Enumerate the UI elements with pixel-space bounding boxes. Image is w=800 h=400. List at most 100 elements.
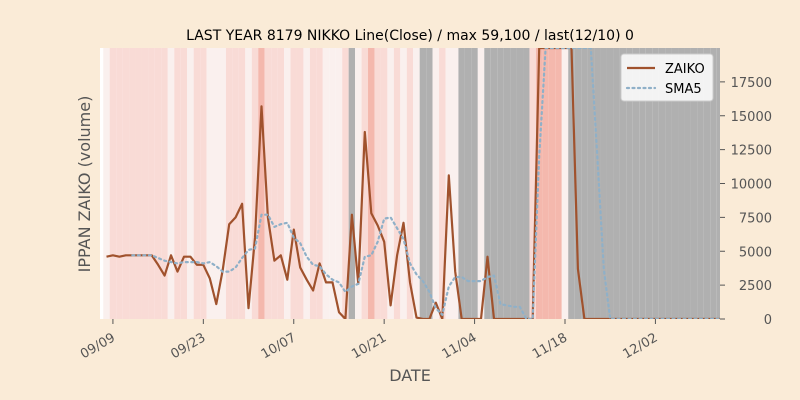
band-gray — [426, 48, 433, 319]
band-pink — [116, 48, 123, 319]
y-tick-label: 5000 — [739, 245, 772, 260]
band-gray — [574, 48, 582, 319]
band-pink — [271, 48, 278, 319]
band-pink — [342, 48, 349, 319]
band-light — [219, 48, 226, 319]
band-pink — [122, 48, 130, 319]
band-gray — [613, 48, 620, 319]
band-gray — [606, 48, 614, 319]
y-tick-label: 2500 — [739, 279, 772, 294]
band-gray — [658, 48, 666, 319]
band-pink — [361, 48, 369, 319]
band-gray — [510, 48, 517, 319]
y-tick-label: 15000 — [731, 110, 772, 125]
band-pink — [238, 48, 246, 319]
y-tick-label: 12500 — [731, 144, 772, 159]
band-gray — [568, 48, 575, 319]
band-light — [413, 48, 420, 319]
x-axis-label: DATE — [389, 366, 431, 385]
series-line-sma5 — [131, 48, 720, 319]
band-pink — [393, 48, 401, 319]
band-light — [335, 48, 343, 319]
band-light — [245, 48, 252, 319]
band-pink — [135, 48, 142, 319]
band-pink — [277, 48, 285, 319]
band-pink — [225, 48, 233, 319]
band-pink — [174, 48, 181, 319]
band-gray — [671, 48, 679, 319]
x-tick-label: 09/09 — [78, 330, 118, 362]
band-gray — [458, 48, 465, 319]
band-pink — [232, 48, 239, 319]
band-gray — [484, 48, 491, 319]
band-gray — [594, 48, 601, 319]
band-pink — [264, 48, 272, 319]
band-pink — [161, 48, 168, 319]
band-gray — [464, 48, 472, 319]
band-gray — [632, 48, 640, 319]
band-light — [167, 48, 175, 319]
band-light — [206, 48, 214, 319]
y-tick-label: 17500 — [731, 76, 772, 91]
chart-title: LAST YEAR 8179 NIKKO Line(Close) / max 5… — [186, 28, 634, 44]
band-salmon — [542, 48, 549, 319]
band-gray — [348, 48, 356, 319]
series-lines — [106, 48, 720, 319]
band-pink — [406, 48, 414, 319]
band-pink — [193, 48, 201, 319]
band-light — [355, 48, 362, 319]
band-light — [477, 48, 485, 319]
band-light — [329, 48, 336, 319]
band-gray — [678, 48, 685, 319]
band-salmon — [548, 48, 556, 319]
series-line-zaiko — [106, 48, 720, 319]
band-gray — [516, 48, 524, 319]
band-gray — [716, 48, 720, 319]
band-gray — [690, 48, 698, 319]
band-light — [400, 48, 407, 319]
band-gray — [419, 48, 427, 319]
band-pink — [129, 48, 136, 319]
band-pink — [141, 48, 149, 319]
band-pink — [309, 48, 317, 319]
band-gray — [703, 48, 711, 319]
band-light — [213, 48, 220, 319]
band-gray — [600, 48, 607, 319]
band-gray — [581, 48, 588, 319]
band-light — [103, 48, 110, 319]
band-light — [561, 48, 569, 319]
band-gray — [626, 48, 633, 319]
band-gray — [503, 48, 511, 319]
band-gray — [587, 48, 595, 319]
band-light — [284, 48, 291, 319]
band-pink — [148, 48, 155, 319]
y-tick-label: 10000 — [731, 178, 772, 193]
band-pink — [296, 48, 304, 319]
legend-box — [620, 53, 714, 102]
band-pink — [180, 48, 188, 319]
x-tick-label: 10/07 — [259, 330, 299, 362]
band-pink — [200, 48, 207, 319]
band-pink — [374, 48, 381, 319]
x-tick-label: 11/04 — [440, 330, 480, 362]
band-pink — [380, 48, 388, 319]
band-gray — [665, 48, 672, 319]
x-tick-label: 09/23 — [168, 330, 208, 362]
band-salmon — [258, 48, 265, 319]
band-light — [303, 48, 310, 319]
band-pink — [439, 48, 446, 319]
band-gray — [471, 48, 478, 319]
band-pink — [251, 48, 259, 319]
band-light — [451, 48, 459, 319]
band-salmon — [555, 48, 562, 319]
band-gray — [619, 48, 627, 319]
band-pink — [154, 48, 162, 319]
band-light — [187, 48, 194, 319]
band-gray — [697, 48, 704, 319]
band-pink — [290, 48, 297, 319]
band-light — [322, 48, 330, 319]
highlight-bands — [100, 48, 720, 319]
band-gray — [684, 48, 691, 319]
x-tick-label: 10/21 — [349, 330, 389, 362]
